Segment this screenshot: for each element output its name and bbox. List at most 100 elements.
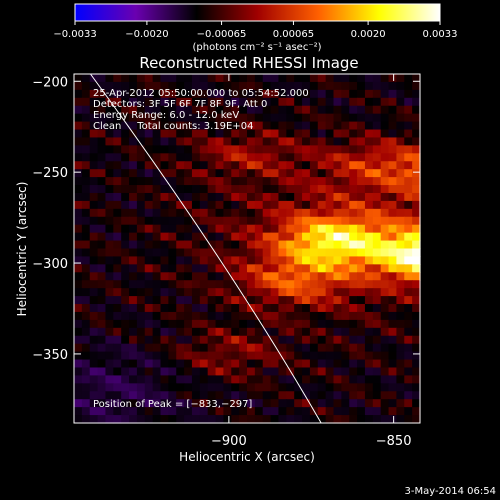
heatmap-cell	[136, 327, 146, 337]
heatmap-cell	[357, 375, 366, 384]
heatmap-cell	[349, 200, 358, 210]
heatmap-cell	[121, 200, 130, 210]
heatmap-cell	[97, 407, 107, 416]
heatmap-cell	[191, 81, 201, 91]
heatmap-cell	[357, 137, 366, 146]
heatmap-cell	[215, 105, 225, 115]
heatmap-cell	[286, 296, 295, 305]
heatmap-cell	[294, 113, 303, 123]
heatmap-cell	[239, 129, 248, 139]
heatmap-cell	[254, 407, 264, 416]
heatmap-cell	[278, 224, 287, 234]
heatmap-cell	[396, 415, 405, 424]
heatmap-cell	[341, 137, 350, 146]
heatmap-cell	[129, 89, 138, 99]
heatmap-cell	[404, 192, 413, 202]
heatmap-cell	[278, 248, 287, 258]
heatmap-cell	[404, 145, 413, 154]
heatmap-cell	[191, 288, 201, 297]
heatmap-cell	[380, 304, 390, 313]
heatmap-cell	[404, 343, 413, 353]
heatmap-cell	[89, 121, 99, 131]
heatmap-cell	[97, 248, 107, 258]
heatmap-cell	[176, 375, 185, 384]
heatmap-cell	[341, 407, 350, 416]
heatmap-cell	[152, 232, 162, 242]
heatmap-cell	[317, 169, 327, 178]
heatmap-cell	[136, 145, 146, 154]
heatmap-cell	[105, 161, 114, 170]
heatmap-cell	[325, 208, 335, 218]
heatmap-cell	[129, 391, 138, 400]
heatmap-cell	[357, 248, 366, 258]
heatmap-cell	[294, 319, 303, 329]
heatmap-cell	[191, 343, 201, 353]
heatmap-cell	[129, 97, 138, 107]
heatmap-cell	[105, 272, 114, 281]
heatmap-cell	[278, 288, 287, 297]
heatmap-cell	[121, 296, 130, 305]
heatmap-cell	[396, 327, 405, 337]
heatmap-cell	[207, 256, 217, 265]
heatmap-cell	[223, 391, 232, 400]
heatmap-cell	[380, 415, 390, 424]
heatmap-cell	[270, 272, 280, 281]
heatmap-cell	[262, 153, 272, 162]
heatmap-cell	[302, 153, 311, 162]
heatmap-cell	[349, 89, 358, 99]
heatmap-cell	[357, 169, 366, 178]
heatmap-cell	[404, 319, 413, 329]
heatmap-cell	[247, 296, 256, 305]
heatmap-cell	[412, 391, 421, 400]
heatmap-cell	[278, 391, 287, 400]
heatmap-cell	[97, 415, 107, 424]
heatmap-cell	[286, 415, 295, 424]
heatmap-cell	[262, 137, 272, 146]
heatmap-cell	[357, 280, 366, 289]
heatmap-cell	[364, 319, 374, 329]
heatmap-cell	[144, 113, 154, 123]
heatmap-cell	[184, 272, 193, 281]
heatmap-cell	[239, 185, 248, 194]
heatmap-cell	[239, 248, 248, 258]
heatmap-cell	[254, 304, 264, 313]
heatmap-cell	[333, 415, 342, 424]
heatmap-cell	[81, 367, 91, 377]
heatmap-cell	[270, 137, 280, 146]
heatmap-cell	[294, 145, 303, 154]
heatmap-cell	[184, 185, 193, 194]
heatmap-cell	[129, 161, 138, 170]
heatmap-cell	[184, 81, 193, 91]
heatmap-cell	[388, 304, 398, 313]
heatmap-cell	[302, 256, 311, 265]
heatmap-cell	[168, 89, 177, 99]
heatmap-cell	[380, 129, 390, 139]
heatmap-cell	[136, 383, 146, 392]
heatmap-cell	[294, 208, 303, 218]
heatmap-cell	[341, 304, 350, 313]
heatmap-cell	[89, 311, 99, 321]
heatmap-cell	[262, 407, 272, 416]
heatmap-cell	[215, 89, 225, 99]
heatmap-cell	[404, 232, 413, 242]
heatmap-cell	[74, 415, 83, 424]
heatmap-cell	[349, 145, 358, 154]
heatmap-cell	[168, 327, 177, 337]
heatmap-cell	[270, 383, 280, 392]
heatmap-cell	[349, 192, 358, 202]
heatmap-cell	[302, 415, 311, 424]
heatmap-cell	[317, 200, 327, 210]
heatmap-cell	[81, 240, 91, 250]
heatmap-cell	[168, 97, 177, 107]
heatmap-cell	[239, 256, 248, 265]
heatmap-cell	[349, 177, 358, 186]
heatmap-cell	[396, 383, 405, 392]
heatmap-cell	[247, 137, 256, 146]
heatmap-cell	[215, 319, 225, 329]
heatmap-cell	[341, 391, 350, 400]
heatmap-cell	[199, 129, 209, 139]
heatmap-cell	[121, 113, 130, 123]
heatmap-cell	[294, 335, 303, 345]
heatmap-cell	[247, 359, 256, 369]
heatmap-cell	[404, 280, 413, 289]
